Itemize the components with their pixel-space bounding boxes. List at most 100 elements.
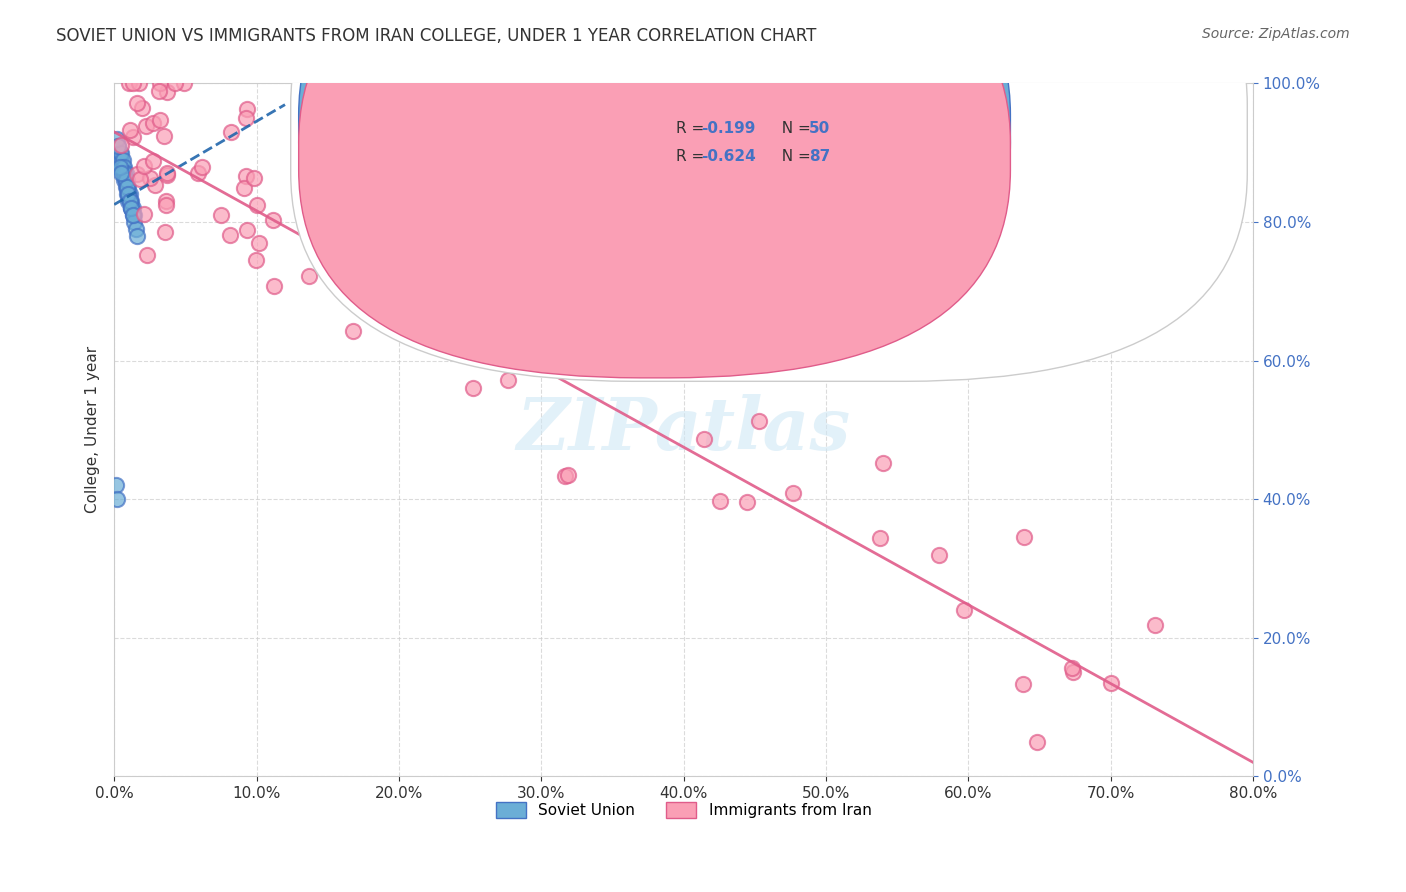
Point: [748, 414, 770, 428]
Point: [117, 194, 139, 209]
Point: [121, 77, 143, 91]
Point: [953, 603, 976, 617]
Point: [450, 344, 472, 359]
Point: [114, 173, 136, 187]
Point: [496, 373, 519, 387]
Point: [709, 494, 731, 508]
Text: R =: R =: [676, 149, 714, 163]
Point: [554, 469, 576, 483]
Point: [149, 77, 172, 91]
Point: [156, 86, 179, 100]
Point: [153, 225, 176, 239]
Point: [112, 173, 135, 187]
Legend: Soviet Union, Immigrants from Iran: Soviet Union, Immigrants from Iran: [489, 796, 877, 824]
FancyBboxPatch shape: [291, 0, 1247, 381]
Point: [112, 160, 135, 174]
Point: [122, 215, 145, 229]
Point: [173, 77, 195, 91]
Point: [107, 138, 129, 153]
Point: [389, 226, 412, 240]
Point: [118, 194, 141, 209]
Point: [118, 123, 141, 137]
Text: 50: 50: [808, 121, 830, 136]
Point: [1062, 660, 1084, 674]
Point: [121, 130, 143, 145]
Point: [112, 167, 135, 181]
Point: [120, 201, 142, 215]
Point: [191, 160, 214, 174]
Point: [187, 166, 209, 180]
Point: [263, 278, 285, 293]
Point: [108, 145, 131, 160]
Point: [243, 170, 266, 185]
Point: [236, 223, 259, 237]
Point: [121, 208, 143, 222]
Point: [114, 167, 136, 181]
Point: [118, 187, 141, 202]
Point: [120, 201, 142, 215]
Point: [108, 160, 131, 174]
Point: [298, 269, 321, 284]
Point: [872, 456, 894, 470]
Point: [381, 139, 404, 153]
Point: [218, 227, 240, 242]
Point: [124, 222, 146, 236]
Point: [105, 492, 128, 507]
Point: [118, 194, 141, 209]
FancyBboxPatch shape: [298, 0, 1011, 378]
Point: [1099, 676, 1122, 690]
Point: [246, 198, 269, 212]
Point: [149, 112, 172, 127]
Point: [155, 198, 177, 212]
Point: [441, 318, 464, 332]
Point: [463, 381, 485, 395]
Point: [117, 187, 139, 202]
Point: [108, 153, 131, 167]
Point: [153, 129, 176, 144]
Point: [117, 180, 139, 194]
Point: [585, 360, 607, 375]
Point: [111, 160, 134, 174]
Text: N =: N =: [772, 121, 815, 136]
Point: [120, 201, 142, 215]
Point: [165, 77, 187, 91]
Point: [120, 194, 142, 209]
Point: [735, 495, 758, 509]
Text: N =: N =: [772, 149, 815, 163]
Point: [426, 288, 449, 302]
Point: [114, 173, 136, 187]
Point: [121, 201, 143, 215]
Point: [110, 138, 132, 153]
Point: [1026, 734, 1049, 748]
Point: [118, 77, 141, 91]
Point: [125, 228, 148, 243]
Point: [122, 208, 145, 222]
Point: [148, 84, 170, 98]
Point: [110, 167, 132, 181]
Point: [235, 111, 257, 125]
Point: [494, 311, 516, 326]
Point: [115, 180, 138, 194]
Text: ZIPatlas: ZIPatlas: [516, 394, 851, 466]
Point: [114, 180, 136, 194]
Point: [110, 160, 132, 174]
Point: [135, 119, 157, 133]
Text: -0.199: -0.199: [700, 121, 755, 136]
Point: [118, 194, 141, 209]
Point: [115, 173, 138, 187]
Point: [557, 467, 579, 482]
Text: R =: R =: [676, 121, 714, 136]
Text: SOVIET UNION VS IMMIGRANTS FROM IRAN COLLEGE, UNDER 1 YEAR CORRELATION CHART: SOVIET UNION VS IMMIGRANTS FROM IRAN COL…: [56, 27, 817, 45]
Point: [128, 77, 150, 91]
Point: [104, 478, 127, 492]
Point: [115, 180, 138, 194]
Text: Source: ZipAtlas.com: Source: ZipAtlas.com: [1202, 27, 1350, 41]
Point: [129, 172, 152, 186]
Point: [460, 259, 482, 273]
Point: [235, 103, 257, 117]
Point: [693, 433, 716, 447]
Point: [142, 116, 165, 130]
Point: [111, 153, 134, 167]
Point: [117, 187, 139, 202]
Point: [599, 305, 621, 319]
